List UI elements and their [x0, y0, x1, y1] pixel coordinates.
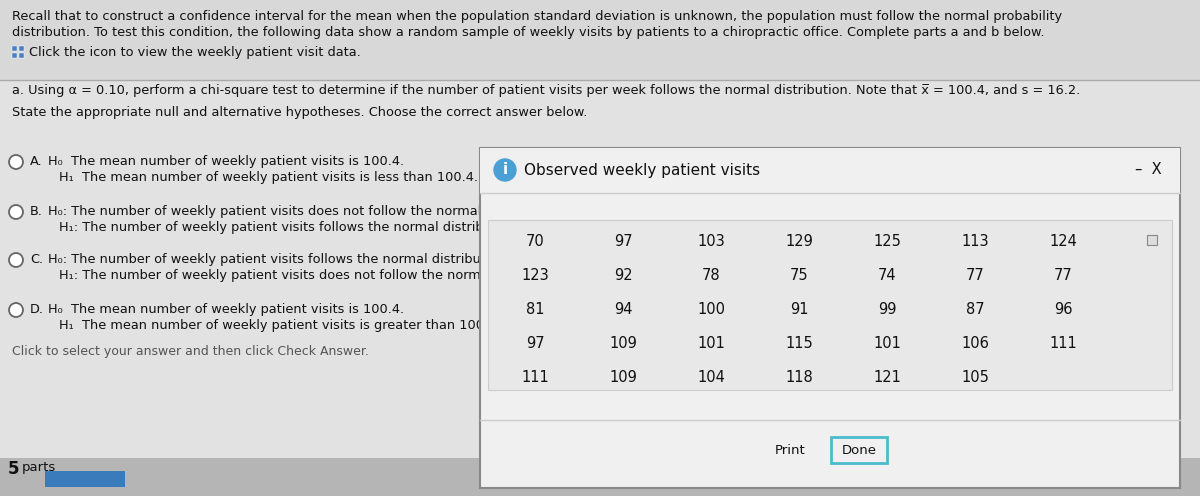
Bar	[480, 148, 1180, 488]
Text: Clear All: Clear All	[574, 469, 626, 482]
Circle shape	[10, 253, 23, 267]
Circle shape	[10, 205, 23, 219]
Text: Click the icon to view the weekly patient visit data.: Click the icon to view the weekly patien…	[29, 46, 361, 59]
Text: 121: 121	[874, 371, 901, 385]
Text: Recall that to construct a confidence interval for the mean when the population : Recall that to construct a confidence in…	[12, 10, 1062, 23]
Text: –  X: – X	[1135, 163, 1162, 178]
Text: 103: 103	[697, 235, 725, 249]
Text: H₁  The mean number of weekly patient visits is greater than 100.4.: H₁ The mean number of weekly patient vis…	[59, 319, 500, 332]
Text: 87: 87	[966, 303, 984, 317]
Text: 96: 96	[1054, 303, 1073, 317]
Text: 94: 94	[613, 303, 632, 317]
Text: 101: 101	[697, 336, 725, 352]
Bar	[1147, 235, 1157, 245]
Text: Observed weekly patient visits: Observed weekly patient visits	[524, 163, 760, 178]
Text: 115: 115	[785, 336, 812, 352]
Text: D.: D.	[30, 303, 44, 316]
Text: H₁  The mean number of weekly patient visits is less than 100.4.: H₁ The mean number of weekly patient vis…	[59, 171, 478, 184]
Text: 113: 113	[961, 235, 989, 249]
Text: 91: 91	[790, 303, 809, 317]
Bar	[0, 458, 1200, 496]
Text: distribution. To test this condition, the following data show a random sample of: distribution. To test this condition, th…	[12, 26, 1044, 39]
Text: parts: parts	[22, 461, 56, 474]
Text: H₀  The mean number of weekly patient visits is 100.4.: H₀ The mean number of weekly patient vis…	[48, 155, 404, 168]
Bar	[12, 53, 17, 58]
Text: Click to select your answer and then click Check Answer.: Click to select your answer and then cli…	[12, 345, 368, 358]
Bar	[19, 46, 24, 51]
Text: 123: 123	[521, 268, 548, 284]
Text: 125: 125	[874, 235, 901, 249]
Text: 77: 77	[1054, 268, 1073, 284]
Text: C.: C.	[30, 253, 43, 266]
Text: 111: 111	[1049, 336, 1076, 352]
Text: H₀: The number of weekly patient visits does not follow the normal d: H₀: The number of weekly patient visits …	[48, 205, 493, 218]
Text: 100: 100	[697, 303, 725, 317]
Circle shape	[10, 155, 23, 169]
Text: A.: A.	[30, 155, 43, 168]
Text: 70: 70	[526, 235, 545, 249]
Text: 104: 104	[697, 371, 725, 385]
Text: 129: 129	[785, 235, 812, 249]
Text: H₀: The number of weekly patient visits follows the normal distributio: H₀: The number of weekly patient visits …	[48, 253, 497, 266]
Text: Done: Done	[841, 443, 876, 456]
Text: B.: B.	[30, 205, 43, 218]
Text: 77: 77	[966, 268, 984, 284]
Text: 81: 81	[526, 303, 545, 317]
Text: 124: 124	[1049, 235, 1076, 249]
Text: 78: 78	[702, 268, 720, 284]
Bar	[830, 437, 887, 463]
Text: Print: Print	[775, 443, 805, 456]
Text: 75: 75	[790, 268, 809, 284]
Text: 74: 74	[877, 268, 896, 284]
Text: 109: 109	[610, 336, 637, 352]
Text: i: i	[503, 163, 508, 178]
Text: State the appropriate null and alternative hypotheses. Choose the correct answer: State the appropriate null and alternati…	[12, 106, 587, 119]
Text: 5: 5	[8, 460, 19, 478]
Bar	[19, 53, 24, 58]
Text: 106: 106	[961, 336, 989, 352]
Text: 92: 92	[613, 268, 632, 284]
Text: a. Using α = 0.10, perform a chi-square test to determine if the number of patie: a. Using α = 0.10, perform a chi-square …	[12, 84, 1080, 97]
Bar	[488, 220, 1172, 390]
Text: 105: 105	[961, 371, 989, 385]
Text: H₁: The number of weekly patient visits follows the normal distributio: H₁: The number of weekly patient visits …	[59, 221, 509, 234]
Text: H₀  The mean number of weekly patient visits is 100.4.: H₀ The mean number of weekly patient vis…	[48, 303, 404, 316]
Text: 101: 101	[874, 336, 901, 352]
Text: 99: 99	[877, 303, 896, 317]
Bar	[480, 148, 1180, 193]
Text: H₁: The number of weekly patient visits does not follow the normal d: H₁: The number of weekly patient visits …	[59, 269, 505, 282]
Bar	[12, 46, 17, 51]
Circle shape	[494, 159, 516, 181]
Text: 97: 97	[613, 235, 632, 249]
Text: 109: 109	[610, 371, 637, 385]
Text: 97: 97	[526, 336, 545, 352]
Circle shape	[10, 303, 23, 317]
Text: 111: 111	[521, 371, 548, 385]
Bar	[0, 0, 1200, 80]
Text: 118: 118	[785, 371, 812, 385]
Bar	[46, 471, 125, 487]
